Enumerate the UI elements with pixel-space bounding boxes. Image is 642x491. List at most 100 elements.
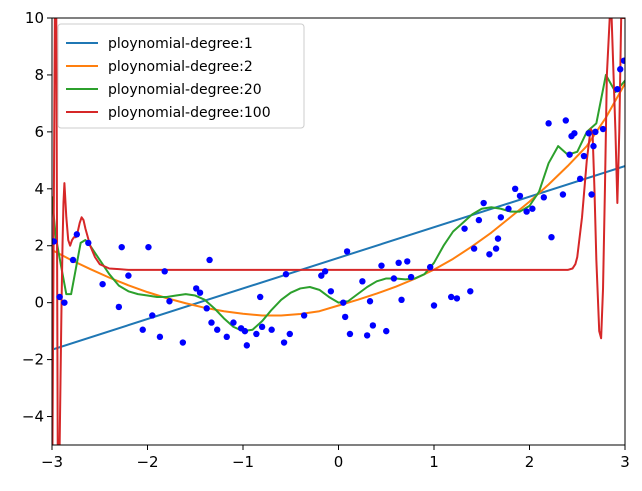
scatter-points-layer xyxy=(52,57,625,349)
scatter-point xyxy=(243,342,251,349)
y-tick-label: 10 xyxy=(25,9,44,27)
legend: ploynomial-degree:1 ploynomial-degree:2 pl… xyxy=(57,23,305,129)
scatter-point xyxy=(562,117,569,124)
legend-label: ploynomial-degree:20 xyxy=(108,82,262,98)
scatter-point xyxy=(363,332,371,339)
scatter-point xyxy=(395,259,402,267)
y-axis: −4 −2 0 2 4 6 8 10 xyxy=(22,9,52,426)
scatter-point xyxy=(327,288,335,295)
y-tick-label: 0 xyxy=(34,294,44,312)
scatter-point xyxy=(585,130,592,137)
x-tick-label: −2 xyxy=(136,453,158,471)
scatter-point xyxy=(69,256,77,264)
scatter-point xyxy=(280,339,288,346)
scatter-point xyxy=(206,256,213,264)
scatter-point xyxy=(580,152,588,160)
scatter-point xyxy=(407,273,415,281)
y-tick-label: 4 xyxy=(34,180,44,198)
series-line-1 xyxy=(52,164,625,351)
x-tick-label: 1 xyxy=(429,453,439,471)
scatter-point xyxy=(166,298,173,305)
scatter-point xyxy=(318,272,325,279)
y-tick-label: −2 xyxy=(22,351,44,369)
scatter-point xyxy=(486,251,493,258)
scatter-point xyxy=(223,333,230,341)
scatter-point xyxy=(523,208,530,215)
scatter-point xyxy=(149,312,156,319)
scatter-point xyxy=(196,289,204,296)
x-tick-label: 0 xyxy=(334,453,344,471)
scatter-point xyxy=(426,263,434,271)
x-tick-label: 3 xyxy=(620,453,630,471)
legend-label: ploynomial-degree:2 xyxy=(108,59,253,75)
scatter-point xyxy=(208,319,215,326)
scatter-point xyxy=(268,326,275,333)
scatter-point xyxy=(99,280,106,288)
x-axis: −3 −2 −1 0 1 2 3 xyxy=(41,445,630,471)
scatter-point xyxy=(529,205,536,212)
scatter-point xyxy=(161,268,168,275)
scatter-point xyxy=(505,205,512,212)
scatter-point xyxy=(282,271,290,278)
scatter-point xyxy=(56,293,63,301)
scatter-point xyxy=(398,296,405,304)
scatter-point xyxy=(366,298,374,305)
scatter-point xyxy=(125,272,132,279)
scatter-point xyxy=(378,262,385,269)
scatter-point xyxy=(258,323,266,331)
x-tick-label: −1 xyxy=(232,453,254,471)
scatter-point xyxy=(447,293,455,301)
y-tick-label: 2 xyxy=(34,237,44,255)
scatter-point xyxy=(516,192,524,200)
scatter-point xyxy=(203,305,210,312)
scatter-point xyxy=(511,185,519,192)
scatter-point xyxy=(480,199,487,207)
scatter-point xyxy=(346,330,354,338)
scatter-point xyxy=(617,66,624,73)
legend-label: ploynomial-degree:100 xyxy=(108,105,271,121)
scatter-point xyxy=(545,120,552,127)
series-lines-layer xyxy=(52,18,625,445)
scatter-point xyxy=(592,128,599,136)
legend-box xyxy=(57,23,305,129)
scatter-point xyxy=(340,299,347,306)
scatter-point xyxy=(286,330,293,338)
scatter-point xyxy=(467,288,474,295)
scatter-point xyxy=(599,125,607,133)
scatter-point xyxy=(453,295,461,302)
y-tick-label: 6 xyxy=(34,123,44,141)
scatter-point xyxy=(390,275,398,282)
scatter-point xyxy=(475,216,483,224)
scatter-point xyxy=(193,285,200,292)
scatter-point xyxy=(73,231,81,238)
legend-label: ploynomial-degree:1 xyxy=(108,36,253,52)
series-line-4 xyxy=(52,18,625,445)
scatter-point xyxy=(341,313,349,321)
scatter-point xyxy=(61,299,68,306)
scatter-point xyxy=(494,235,502,242)
scatter-point xyxy=(614,85,621,93)
y-tick-label: 8 xyxy=(34,66,44,84)
scatter-point xyxy=(461,225,468,232)
scatter-point xyxy=(52,238,58,245)
scatter-point xyxy=(492,245,500,252)
scatter-point xyxy=(156,333,164,341)
scatter-point xyxy=(404,258,411,265)
scatter-point xyxy=(576,175,584,183)
scatter-point xyxy=(559,191,567,198)
scatter-point xyxy=(253,330,260,338)
scatter-point xyxy=(145,243,152,251)
scatter-point xyxy=(430,302,438,309)
scatter-point xyxy=(540,194,548,201)
scatter-point xyxy=(241,327,249,335)
scatter-point xyxy=(620,57,625,64)
scatter-point xyxy=(115,303,123,311)
scatter-point xyxy=(588,191,595,198)
series-line-2 xyxy=(52,82,625,317)
scatter-point xyxy=(343,248,351,255)
x-tick-label: 2 xyxy=(525,453,535,471)
series-line-3 xyxy=(52,73,625,333)
x-tick-label: −3 xyxy=(41,453,63,471)
scatter-point xyxy=(571,130,578,137)
